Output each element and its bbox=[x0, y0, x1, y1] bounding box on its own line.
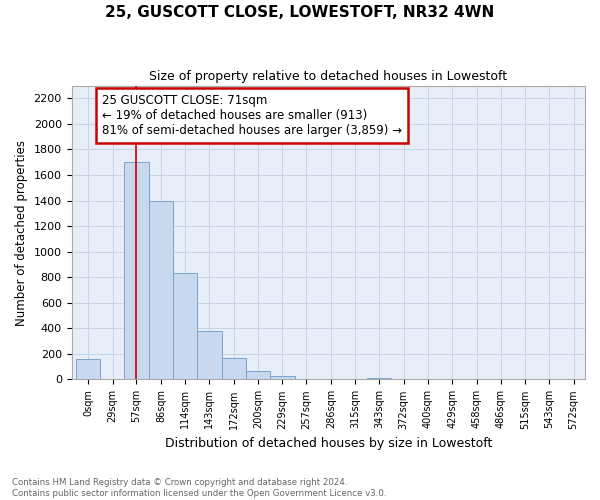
Bar bbox=[245, 371, 270, 380]
X-axis label: Distribution of detached houses by size in Lowestoft: Distribution of detached houses by size … bbox=[164, 437, 492, 450]
Y-axis label: Number of detached properties: Number of detached properties bbox=[15, 140, 28, 326]
Text: 25 GUSCOTT CLOSE: 71sqm
← 19% of detached houses are smaller (913)
81% of semi-d: 25 GUSCOTT CLOSE: 71sqm ← 19% of detache… bbox=[103, 94, 403, 138]
Bar bbox=[222, 358, 247, 380]
Text: Contains HM Land Registry data © Crown copyright and database right 2024.
Contai: Contains HM Land Registry data © Crown c… bbox=[12, 478, 386, 498]
Bar bbox=[197, 331, 222, 380]
Bar bbox=[270, 376, 295, 380]
Bar bbox=[76, 359, 100, 380]
Bar bbox=[149, 200, 173, 380]
Bar bbox=[367, 378, 391, 380]
Title: Size of property relative to detached houses in Lowestoft: Size of property relative to detached ho… bbox=[149, 70, 508, 83]
Bar bbox=[124, 162, 149, 380]
Bar bbox=[173, 274, 197, 380]
Text: 25, GUSCOTT CLOSE, LOWESTOFT, NR32 4WN: 25, GUSCOTT CLOSE, LOWESTOFT, NR32 4WN bbox=[106, 5, 494, 20]
